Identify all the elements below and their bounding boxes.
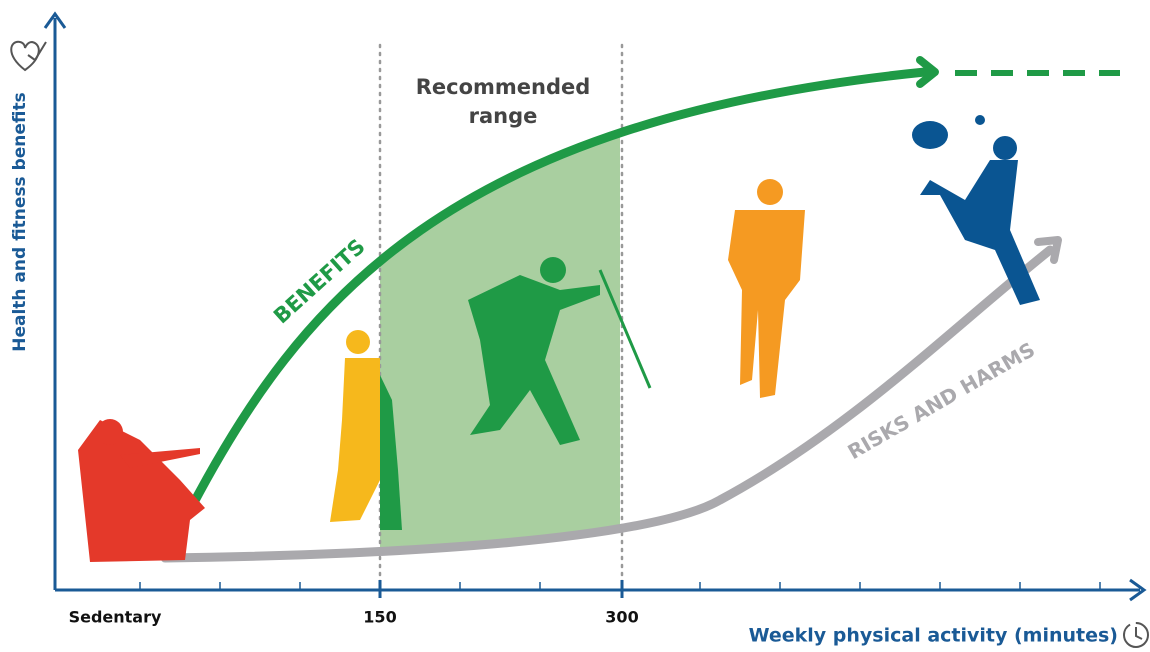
- tennis-figure: [912, 115, 1040, 305]
- walker-figure: [330, 330, 380, 522]
- axes: [43, 11, 1147, 602]
- sedentary-figure: [78, 419, 205, 562]
- heart-icon: [10, 40, 47, 72]
- walker-green-part: [380, 375, 402, 530]
- y-axis-label: Health and fitness benefits: [10, 92, 30, 352]
- clock-icon: [1123, 622, 1149, 648]
- risk-curve: [160, 245, 1055, 563]
- minor-ticks: [139, 582, 1101, 590]
- runner-figure: [728, 179, 805, 398]
- x-axis-label: Weekly physical activity (minutes): [749, 625, 1118, 647]
- benefit-curve: [185, 67, 930, 515]
- hiker-figure: [468, 257, 652, 445]
- x-label: 300: [605, 608, 638, 627]
- x-label: Sedentary: [69, 608, 162, 627]
- range-label: Recommended: [416, 75, 591, 99]
- x-label: 150: [363, 608, 396, 627]
- benefit-arrow: [916, 56, 939, 88]
- risk-arrow: [1034, 236, 1062, 264]
- range-label: range: [469, 104, 538, 128]
